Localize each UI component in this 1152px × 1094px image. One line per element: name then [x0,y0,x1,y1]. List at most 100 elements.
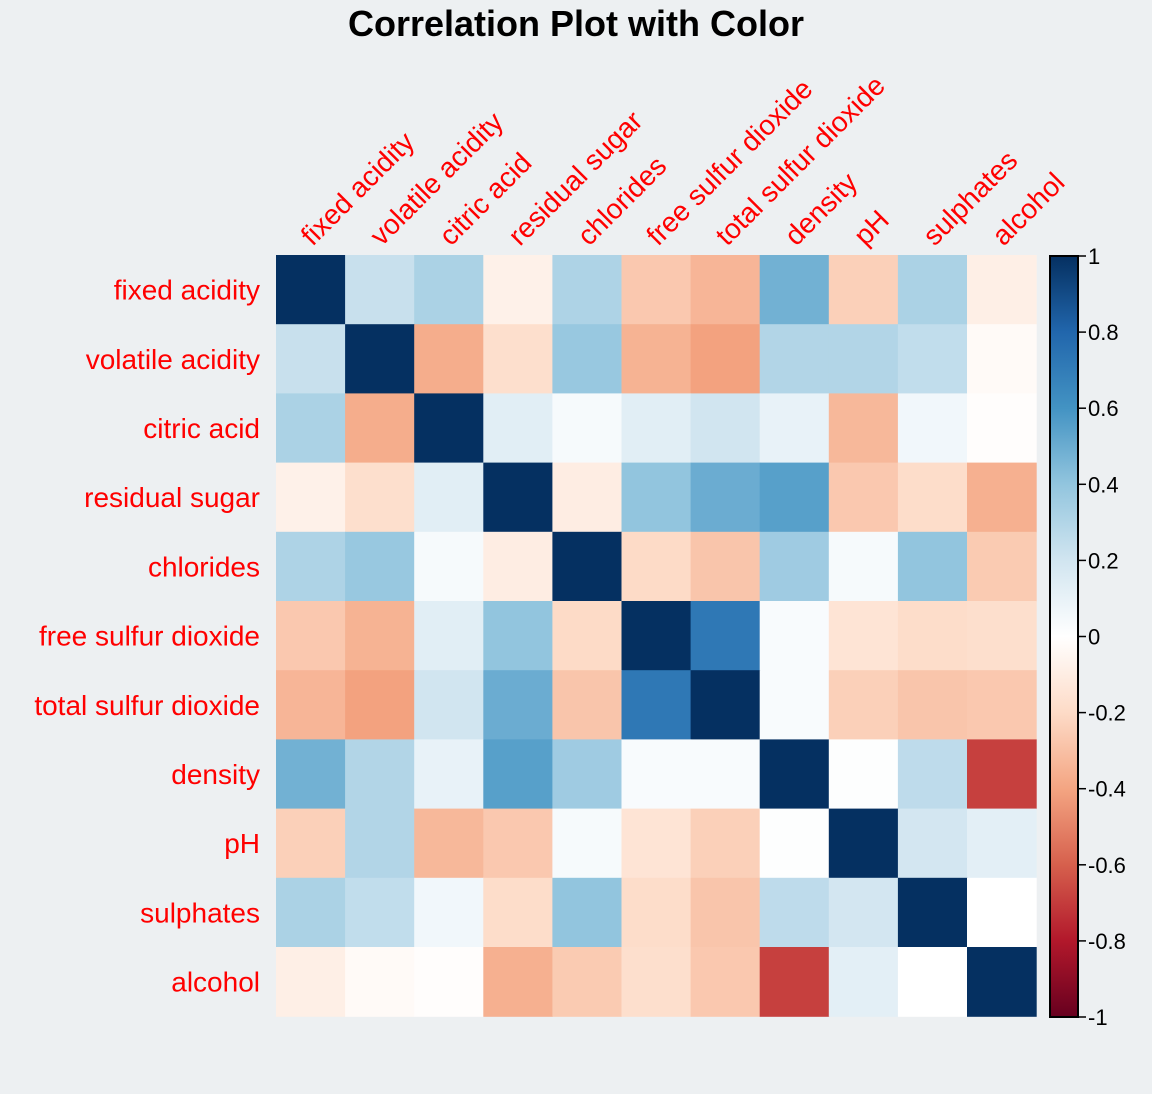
heatmap-cell-chlorides-total-sulfur-dioxide [690,531,761,602]
heatmap-cell-chlorides-sulphates [897,531,968,602]
row-label-density: density [171,759,260,790]
heatmap-cell-volatile-acidity-density [759,324,830,394]
heatmap-cell-density-ph [828,739,899,810]
heatmap-cell-sulphates-residual-sugar [483,877,553,948]
color-legend-tick-label: -0.8 [1088,929,1126,954]
row-label-volatile-acidity: volatile acidity [86,344,260,375]
heatmap-cell-free-sulfur-dioxide-citric-acid [414,601,484,671]
heatmap-cell-residual-sugar-residual-sugar [483,462,553,533]
heatmap-cell-density-residual-sugar [483,739,553,810]
row-label-ph: pH [224,828,260,859]
heatmap-cell-chlorides-citric-acid [414,531,484,602]
heatmap-cell-chlorides-residual-sugar [483,531,553,602]
heatmap-cell-total-sulfur-dioxide-chlorides [552,670,623,740]
heatmap-cell-total-sulfur-dioxide-volatile-acidity [345,670,415,740]
heatmap-cell-density-density [759,739,830,810]
heatmap-cell-chlorides-alcohol [967,531,1037,602]
heatmap-cell-fixed-acidity-citric-acid [414,255,484,325]
heatmap-cell-volatile-acidity-sulphates [897,324,968,394]
heatmap-cell-citric-acid-density [759,393,830,464]
heatmap-cell-total-sulfur-dioxide-sulphates [897,670,968,740]
heatmap-cell-free-sulfur-dioxide-volatile-acidity [345,601,415,671]
heatmap-cell-total-sulfur-dioxide-free-sulfur-dioxide [621,670,692,740]
heatmap-cell-free-sulfur-dioxide-residual-sugar [483,601,553,671]
row-label-alcohol: alcohol [171,967,260,998]
heatmap-cell-sulphates-sulphates [897,877,968,948]
heatmap-cell-total-sulfur-dioxide-density [759,670,830,740]
row-label-chlorides: chlorides [148,551,260,582]
heatmap-cell-fixed-acidity-residual-sugar [483,255,553,325]
heatmap-cell-chlorides-fixed-acidity [276,531,346,602]
heatmap-cell-citric-acid-alcohol [967,393,1037,464]
heatmap-cell-residual-sugar-citric-acid [414,462,484,533]
heatmap-cell-residual-sugar-chlorides [552,462,623,533]
heatmap-cell-density-volatile-acidity [345,739,415,810]
row-label-residual-sugar: residual sugar [84,482,260,513]
color-legend-tick-label: -0.4 [1088,777,1126,802]
heatmap-cell-total-sulfur-dioxide-total-sulfur-dioxide [690,670,761,740]
heatmap-cell-density-free-sulfur-dioxide [621,739,692,810]
heatmap-cell-chlorides-volatile-acidity [345,531,415,602]
heatmap-cell-free-sulfur-dioxide-ph [828,601,899,671]
heatmap-cell-sulphates-density [759,877,830,948]
heatmap-cell-total-sulfur-dioxide-residual-sugar [483,670,553,740]
heatmap-cell-ph-residual-sugar [483,808,553,879]
heatmap-cell-fixed-acidity-alcohol [967,255,1037,325]
heatmap-cell-sulphates-citric-acid [414,877,484,948]
heatmap-cell-sulphates-alcohol [967,877,1037,948]
heatmap-cell-volatile-acidity-volatile-acidity [345,324,415,394]
heatmap-cell-free-sulfur-dioxide-sulphates [897,601,968,671]
heatmap-cell-density-chlorides [552,739,623,810]
heatmap-cell-residual-sugar-fixed-acidity [276,462,346,533]
heatmap-cell-sulphates-fixed-acidity [276,877,346,948]
heatmap-cell-ph-chlorides [552,808,623,879]
heatmap-cell-sulphates-volatile-acidity [345,877,415,948]
heatmap-cell-alcohol-chlorides [552,947,623,1017]
column-label-ph: pH [848,204,895,251]
heatmap-cell-citric-acid-ph [828,393,899,464]
heatmap-cell-density-citric-acid [414,739,484,810]
row-label-free-sulfur-dioxide: free sulfur dioxide [39,621,260,652]
heatmap-cell-citric-acid-residual-sugar [483,393,553,464]
heatmap-cell-sulphates-chlorides [552,877,623,948]
heatmap-cell-density-total-sulfur-dioxide [690,739,761,810]
heatmap-cell-residual-sugar-ph [828,462,899,533]
color-legend-tick-label: 0.8 [1088,320,1119,345]
heatmap-cell-volatile-acidity-citric-acid [414,324,484,394]
color-legend-tick-label: 0.4 [1088,472,1119,497]
heatmap-cell-alcohol-fixed-acidity [276,947,346,1017]
heatmap-cell-chlorides-density [759,531,830,602]
heatmap-cell-density-fixed-acidity [276,739,346,810]
color-legend-tick-label: 0 [1088,625,1100,650]
heatmap-cell-citric-acid-free-sulfur-dioxide [621,393,692,464]
heatmap-cell-residual-sugar-alcohol [967,462,1037,533]
heatmap-cell-citric-acid-chlorides [552,393,623,464]
heatmap-cell-alcohol-density [759,947,830,1017]
heatmap-cell-volatile-acidity-alcohol [967,324,1037,394]
heatmap-cell-ph-fixed-acidity [276,808,346,879]
heatmap-cell-ph-ph [828,808,899,879]
heatmap-cell-residual-sugar-density [759,462,830,533]
heatmap-cell-sulphates-total-sulfur-dioxide [690,877,761,948]
heatmap-cell-free-sulfur-dioxide-alcohol [967,601,1037,671]
heatmap-cell-free-sulfur-dioxide-fixed-acidity [276,601,346,671]
heatmap-cell-density-sulphates [897,739,968,810]
color-legend-bar [1049,255,1079,1018]
color-legend-tick-label: 1 [1088,244,1100,269]
heatmap-cell-volatile-acidity-free-sulfur-dioxide [621,324,692,394]
chart-title: Correlation Plot with Color [348,3,804,44]
heatmap-cell-volatile-acidity-ph [828,324,899,394]
heatmap-cell-ph-volatile-acidity [345,808,415,879]
heatmap-cell-alcohol-total-sulfur-dioxide [690,947,761,1017]
heatmap-cells [276,255,1037,1017]
heatmap-cell-volatile-acidity-chlorides [552,324,623,394]
heatmap-cell-alcohol-residual-sugar [483,947,553,1017]
heatmap-cell-sulphates-free-sulfur-dioxide [621,877,692,948]
heatmap-cell-citric-acid-sulphates [897,393,968,464]
heatmap-cell-fixed-acidity-total-sulfur-dioxide [690,255,761,325]
row-label-citric-acid: citric acid [143,413,260,444]
heatmap-cell-chlorides-free-sulfur-dioxide [621,531,692,602]
heatmap-cell-citric-acid-volatile-acidity [345,393,415,464]
